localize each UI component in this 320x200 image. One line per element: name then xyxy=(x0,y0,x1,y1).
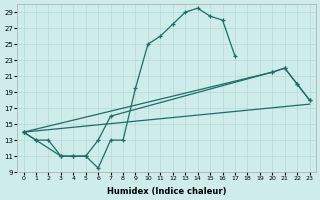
X-axis label: Humidex (Indice chaleur): Humidex (Indice chaleur) xyxy=(107,187,226,196)
